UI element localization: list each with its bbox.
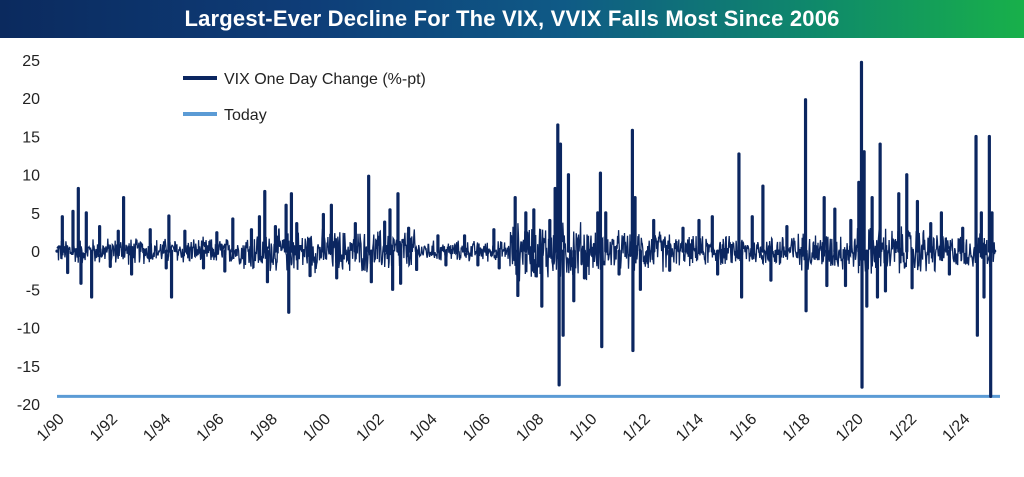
y-tick-label: -20 xyxy=(17,397,40,414)
y-axis: 25 20 15 10 5 0 -5 -10 -15 -20 xyxy=(17,53,40,414)
x-tick-label: 1/10 xyxy=(567,411,601,445)
chart-title-bar: Largest-Ever Decline For The VIX, VVIX F… xyxy=(0,0,1024,38)
legend: VIX One Day Change (%-pt) Today xyxy=(183,71,426,124)
y-tick-label: 0 xyxy=(31,244,40,261)
x-tick-label: 1/22 xyxy=(886,411,920,445)
y-tick-label: 5 xyxy=(31,206,40,223)
x-tick-label: 1/98 xyxy=(247,411,281,445)
plot-area xyxy=(55,60,1000,398)
x-tick-label: 1/04 xyxy=(407,411,441,445)
x-tick-label: 1/92 xyxy=(87,411,121,445)
x-tick-label: 1/16 xyxy=(726,411,760,445)
y-tick-label: -15 xyxy=(17,359,40,376)
x-tick-label: 1/94 xyxy=(140,411,174,445)
x-tick-label: 1/02 xyxy=(353,411,387,445)
vix-series-noise xyxy=(56,221,996,282)
x-tick-label: 1/18 xyxy=(780,411,814,445)
x-tick-label: 1/24 xyxy=(939,411,973,445)
y-tick-label: -5 xyxy=(26,282,40,299)
chart-title: Largest-Ever Decline For The VIX, VVIX F… xyxy=(184,6,840,31)
y-tick-label: 15 xyxy=(22,129,40,146)
x-tick-label: 1/20 xyxy=(833,411,867,445)
y-tick-label: 25 xyxy=(22,53,40,70)
x-tick-label: 1/00 xyxy=(300,411,334,445)
y-tick-label: 20 xyxy=(22,91,40,108)
x-tick-label: 1/96 xyxy=(194,411,228,445)
x-tick-label: 1/12 xyxy=(620,411,654,445)
x-tick-label: 1/08 xyxy=(513,411,547,445)
y-tick-label: 10 xyxy=(22,168,40,185)
legend-label-today: Today xyxy=(224,107,267,124)
x-axis: 1/90 1/92 1/94 1/96 1/98 1/00 1/02 1/04 1/06 1/08… xyxy=(34,411,974,445)
x-tick-label: 1/14 xyxy=(673,411,707,445)
legend-label-vix: VIX One Day Change (%-pt) xyxy=(224,71,426,88)
y-tick-label: -10 xyxy=(17,321,40,338)
x-tick-label: 1/06 xyxy=(460,411,494,445)
x-tick-label: 1/90 xyxy=(34,411,68,445)
